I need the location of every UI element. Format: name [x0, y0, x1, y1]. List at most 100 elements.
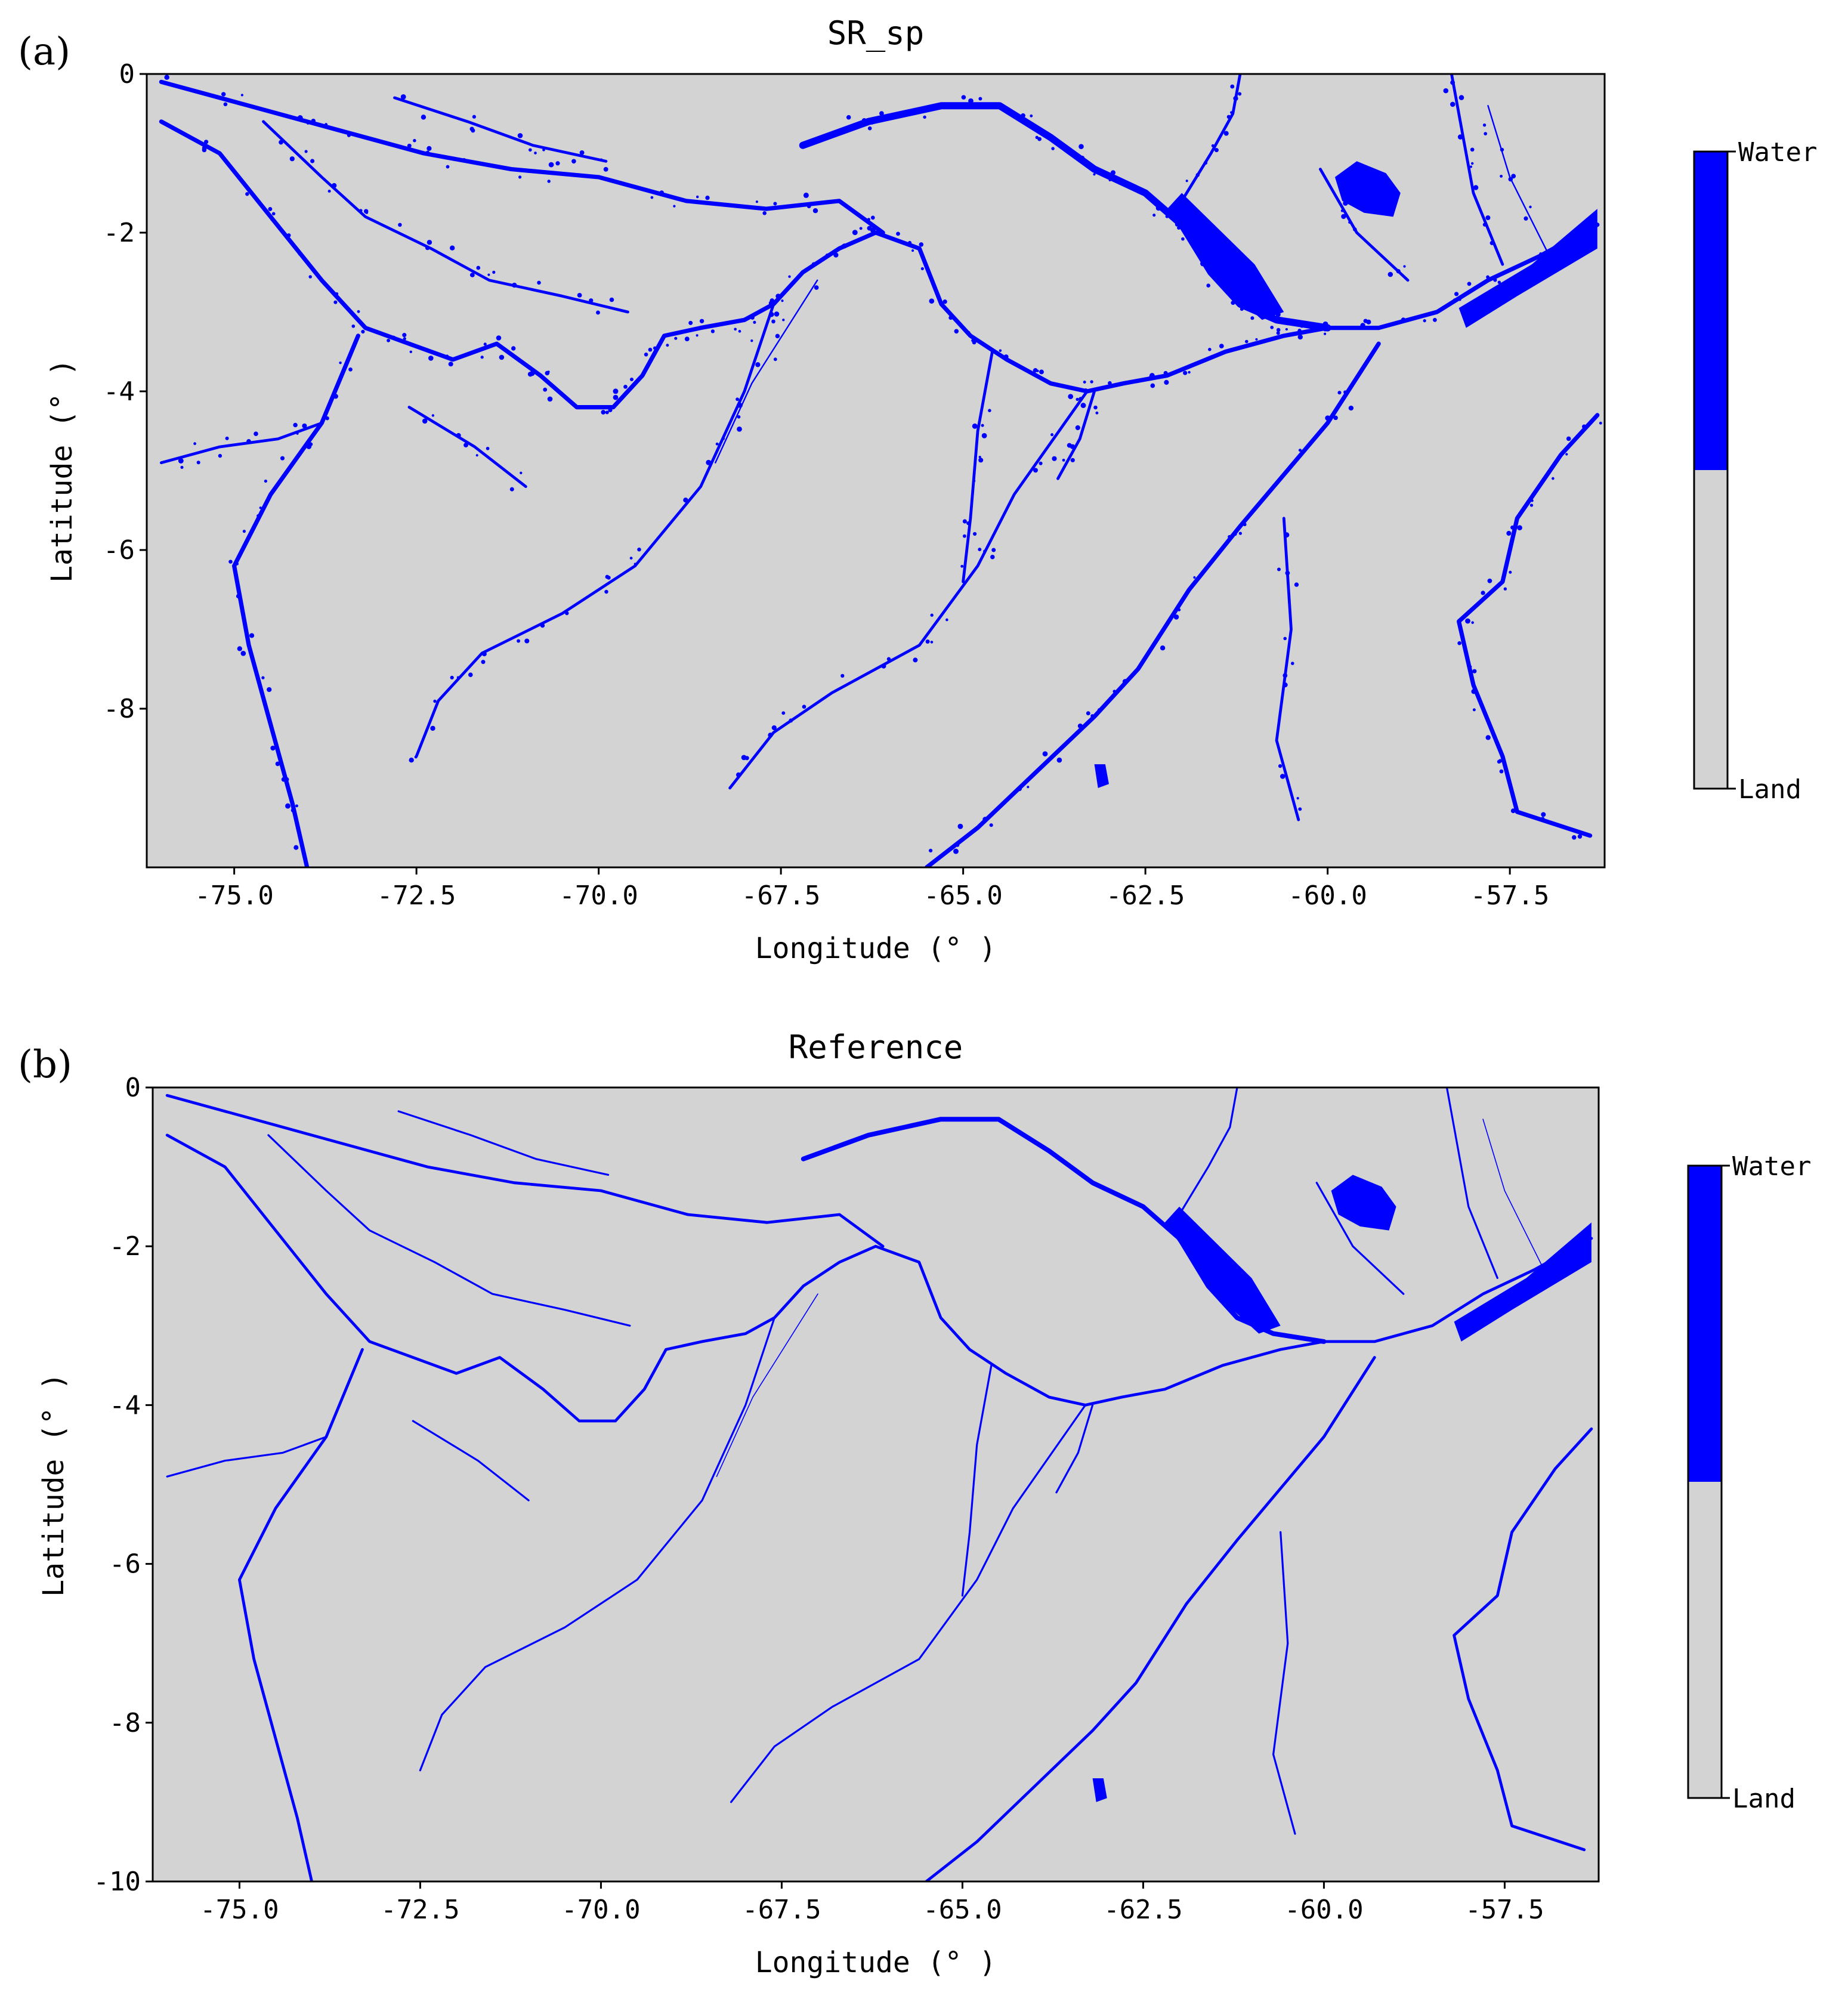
- water-speckle: [1093, 173, 1096, 176]
- water-speckle: [789, 718, 793, 723]
- water-speckle: [1517, 525, 1522, 531]
- water-speckle: [1503, 587, 1507, 591]
- colorbar-land-label: Land: [1732, 1784, 1796, 1814]
- water-speckle: [407, 143, 412, 148]
- x-axis-label: Longitude (° ): [755, 1946, 997, 1979]
- water-speckle: [1097, 708, 1101, 712]
- water-speckle: [1016, 786, 1022, 792]
- water-speckle: [543, 387, 548, 392]
- water-speckle: [962, 519, 967, 524]
- water-speckle: [755, 362, 761, 367]
- water-speckle: [472, 115, 477, 119]
- water-speckle: [1599, 421, 1602, 425]
- water-speckle: [1214, 148, 1219, 153]
- colorbar-land: [1688, 1482, 1722, 1798]
- water-speckle: [928, 848, 933, 853]
- water-speckle: [242, 529, 246, 533]
- water-speckle: [609, 297, 614, 302]
- water-speckle: [696, 334, 699, 337]
- water-speckle: [180, 465, 184, 469]
- water-speckle: [737, 427, 742, 432]
- water-speckle: [1177, 225, 1181, 230]
- water-speckle: [1077, 723, 1083, 729]
- rio-negro: [799, 102, 1331, 332]
- anavilhanas-islands: [1164, 1206, 1281, 1334]
- water-speckle: [310, 159, 315, 163]
- water-speckle: [650, 196, 654, 199]
- water-speckle: [929, 298, 935, 304]
- water-speckle: [1042, 751, 1048, 757]
- water-speckle: [1387, 271, 1393, 277]
- water-speckle: [653, 346, 657, 350]
- water-speckle: [738, 330, 741, 333]
- tefe-river: [962, 350, 994, 583]
- lower-estuary: [1458, 209, 1597, 328]
- water-speckle: [577, 293, 582, 298]
- water-speckle: [1230, 111, 1233, 114]
- water-speckle: [1223, 131, 1229, 136]
- branco-river: [1180, 74, 1242, 203]
- water-speckle: [833, 252, 839, 258]
- water-speckle: [637, 547, 641, 552]
- water-speckle: [1294, 582, 1299, 587]
- water-speckle: [983, 549, 987, 553]
- main-river: [159, 119, 1600, 410]
- water-speckle: [289, 156, 295, 162]
- x-tick-label: -75.0: [194, 880, 273, 911]
- water-speckle: [446, 354, 449, 358]
- water-speckle: [968, 98, 974, 104]
- water-speckle: [1577, 834, 1583, 839]
- water-speckle: [648, 347, 653, 352]
- water-speckle: [268, 206, 273, 211]
- jurua-river: [415, 302, 775, 758]
- water-speckle: [1340, 209, 1344, 212]
- water-speckle: [351, 324, 356, 328]
- colorbar-water-label: Water: [1738, 137, 1817, 168]
- water-speckle: [391, 144, 394, 147]
- water-speckle: [1510, 525, 1515, 530]
- water-speckle: [755, 200, 758, 203]
- x-tick-label: -67.5: [742, 1895, 821, 1925]
- water-speckle: [930, 613, 934, 617]
- colorbar-a: Water Land: [1693, 137, 1817, 805]
- water-speckle: [1276, 327, 1281, 332]
- water-speckle: [297, 115, 303, 121]
- purus-river: [730, 1404, 1087, 1803]
- northern-river: [165, 1093, 885, 1248]
- water-speckle: [956, 843, 960, 847]
- water-speckle: [881, 663, 886, 669]
- water-speckle: [629, 377, 634, 382]
- water-speckle: [1095, 411, 1099, 415]
- water-speckle: [1033, 368, 1037, 373]
- water-speckle: [674, 336, 678, 340]
- maranon-river: [166, 1436, 327, 1478]
- water-speckle: [333, 394, 338, 399]
- water-speckle: [1163, 370, 1168, 375]
- x-axis-ticks: -75.0 -72.5 -70.0 -67.5 -65.0 -62.5 -60.0 -57.5: [194, 867, 1549, 911]
- water-speckle: [1183, 370, 1188, 375]
- branco-river: [1178, 1087, 1238, 1216]
- water-speckle: [403, 337, 406, 341]
- water-speckle: [1333, 415, 1338, 421]
- water-speckle: [325, 123, 328, 126]
- water-speckle: [291, 808, 296, 813]
- y-tick-label: -2: [103, 218, 135, 248]
- water-speckle: [1245, 339, 1249, 344]
- water-speckle: [1296, 796, 1299, 800]
- colorbar-frame: [1693, 150, 1729, 790]
- uatuma-river: [1315, 1182, 1405, 1295]
- water-speckle: [462, 158, 466, 162]
- water-speckle: [1353, 227, 1357, 231]
- water-speckle: [990, 554, 995, 560]
- x-tick-label: -62.5: [1104, 1895, 1182, 1925]
- x-tick-label: -60.0: [1288, 880, 1367, 911]
- water-speckle: [1164, 379, 1169, 385]
- water-speckle: [973, 532, 977, 536]
- water-speckle: [483, 342, 487, 346]
- water-speckle: [1486, 275, 1490, 279]
- water-speckle: [1499, 769, 1504, 774]
- water-speckle: [359, 209, 363, 212]
- y-tick-label: -10: [94, 1867, 141, 1897]
- water-speckle: [1283, 673, 1288, 678]
- water-speckle: [1500, 174, 1503, 178]
